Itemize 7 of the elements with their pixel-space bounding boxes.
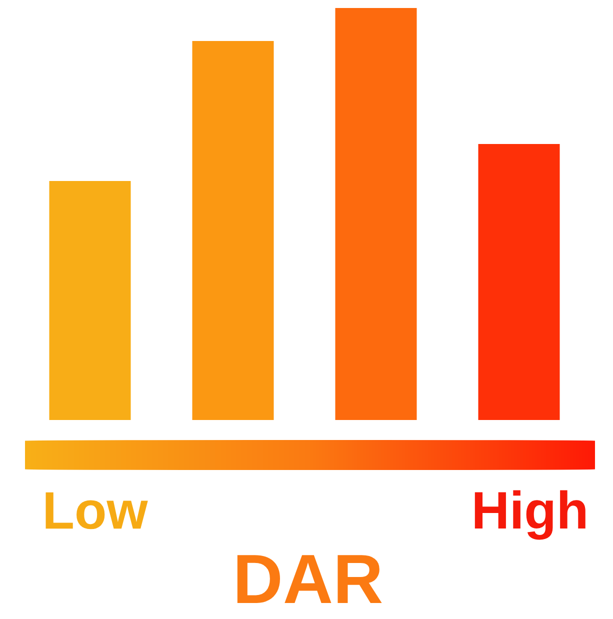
x-axis-title: DAR [237, 555, 382, 603]
text: Low [46, 492, 148, 530]
bar [478, 144, 560, 420]
bar [335, 8, 417, 420]
text: High [474, 490, 586, 540]
bar [192, 40, 274, 420]
bar [49, 181, 131, 420]
